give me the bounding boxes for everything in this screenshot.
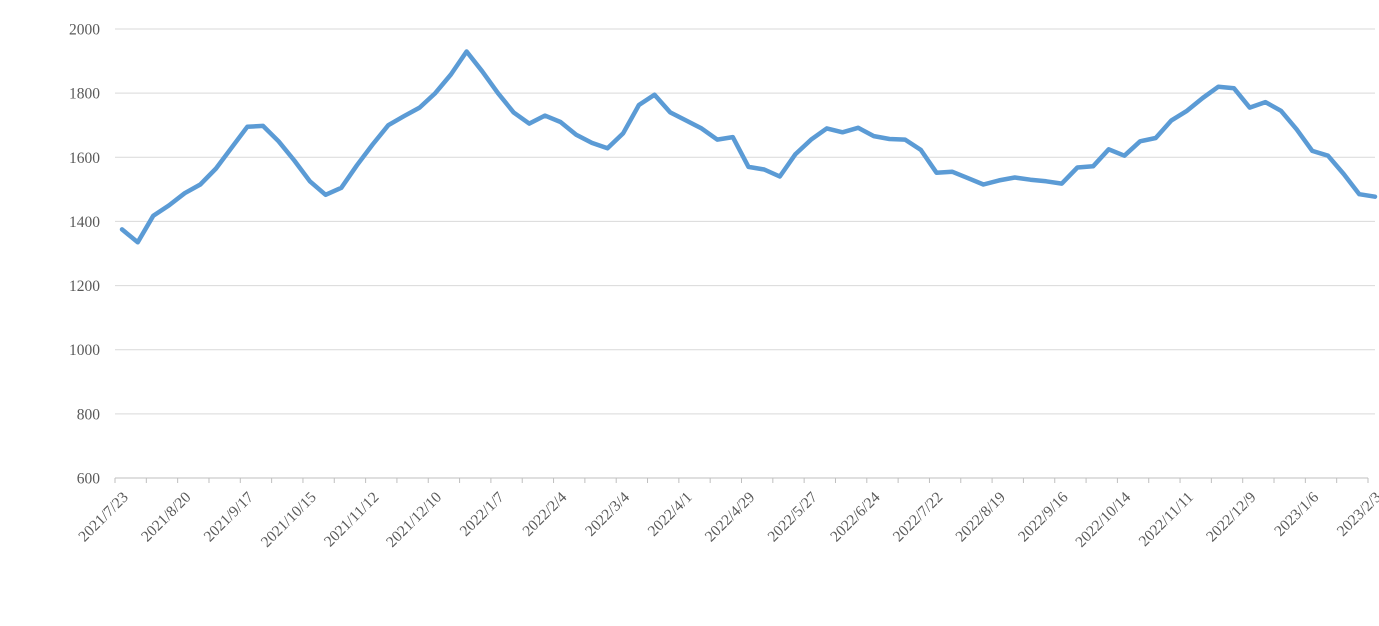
x-axis-tick-label: 2021/12/10 <box>383 489 445 551</box>
x-axis-tick-label: 2022/1/7 <box>457 489 508 540</box>
y-axis-tick-label: 1800 <box>69 86 100 103</box>
y-axis-tick-label: 600 <box>77 471 101 488</box>
gridlines <box>115 28 1375 415</box>
x-axis-tick-label: 2022/11/11 <box>1136 489 1197 550</box>
x-axis-labels: 2021/7/23 2021/8/20 2021/9/17 2021/10/15 202… <box>75 489 1379 551</box>
x-axis-tick-label: 2022/12/9 <box>1203 489 1260 546</box>
x-axis-tick-label: 2023/2/3 <box>1334 489 1379 540</box>
x-axis-tick-label: 2021/8/20 <box>138 489 195 546</box>
x-axis-tick-label: 2022/4/29 <box>702 489 759 546</box>
y-axis-tick-label: 1600 <box>69 150 100 167</box>
x-axis-tick-label: 2022/9/16 <box>1015 489 1072 546</box>
x-axis-tick-label: 2021/7/23 <box>75 489 132 546</box>
y-axis-tick-label: 2000 <box>69 22 100 39</box>
y-axis-tick-label: 1400 <box>69 214 100 231</box>
x-axis-tick-label: 2023/1/6 <box>1271 489 1322 540</box>
x-axis-tick-label: 2022/3/4 <box>582 489 633 540</box>
x-axis-tick-label: 2022/10/14 <box>1072 489 1134 551</box>
x-axis-tick-label: 2021/11/12 <box>321 489 383 551</box>
series-line <box>119 49 1378 245</box>
x-axis-tick-label: 2022/4/1 <box>645 489 696 540</box>
y-axis-labels: 600 800 1000 1200 1400 1600 1800 2000 <box>69 22 100 488</box>
y-axis-tick-label: 1200 <box>69 278 100 295</box>
x-axis-tick-label: 2022/6/24 <box>827 489 884 546</box>
x-axis-tick-label: 2022/8/19 <box>952 489 1009 546</box>
x-axis-tick-label: 2021/9/17 <box>201 489 258 546</box>
x-axis-tick-label: 2022/5/27 <box>764 489 821 546</box>
x-axis <box>114 477 1369 483</box>
x-axis-tick-label: 2022/7/22 <box>890 489 946 545</box>
y-axis-tick-label: 800 <box>77 406 101 423</box>
x-axis-tick-label: 2022/2/4 <box>519 489 570 540</box>
y-axis-tick-label: 1000 <box>69 342 100 359</box>
x-axis-tick-label: 2021/10/15 <box>258 489 320 551</box>
